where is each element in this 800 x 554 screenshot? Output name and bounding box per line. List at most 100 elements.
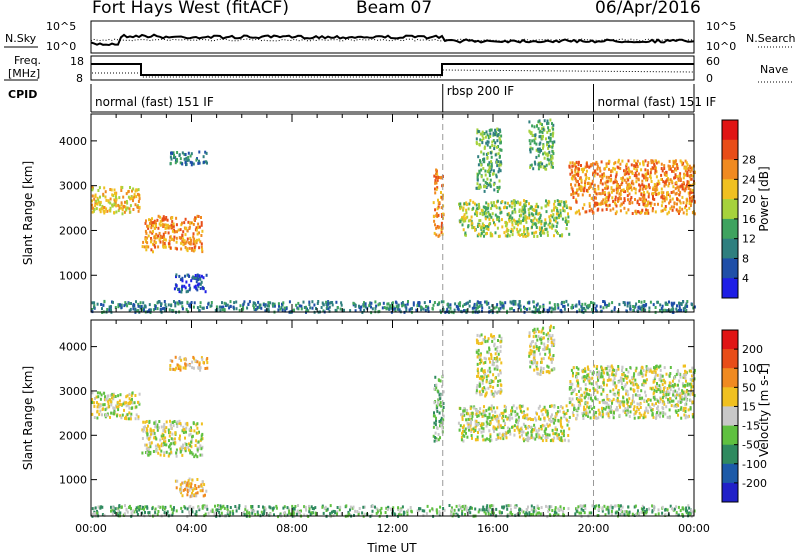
echo-cell: [190, 163, 193, 167]
echo-cell: [513, 428, 516, 432]
echo-cell: [528, 351, 531, 355]
echo-cell: [461, 426, 464, 429]
echo-cell: [488, 366, 491, 370]
echo-cell: [554, 426, 557, 430]
echo-cell: [560, 438, 563, 442]
echo-cell: [691, 190, 694, 194]
echo-cell: [518, 221, 521, 225]
echo-cell: [565, 227, 568, 231]
echo-cell: [641, 383, 644, 387]
echo-cell: [663, 164, 666, 168]
echo-cell: [591, 407, 593, 411]
echo-cell: [156, 307, 159, 311]
echo-cell: [548, 306, 551, 310]
echo-cell: [195, 228, 198, 232]
echo-cell: [529, 365, 532, 369]
echo-cell: [163, 453, 166, 457]
echo-cell: [498, 185, 501, 189]
echo-cell: [508, 216, 511, 219]
echo-cell: [487, 337, 490, 341]
echo-cell: [387, 307, 390, 311]
echo-cell: [665, 182, 667, 186]
echo-cell: [483, 189, 486, 193]
echo-cell: [177, 367, 180, 370]
echo-cell: [114, 202, 117, 206]
echo-cell: [511, 409, 514, 413]
echo-cell: [596, 162, 599, 166]
echo-cell: [527, 417, 529, 421]
echo-cell: [105, 413, 107, 417]
echo-cell: [197, 440, 200, 444]
echo-cell: [677, 210, 680, 213]
echo-cell: [179, 278, 182, 282]
echo-cell: [555, 216, 558, 220]
echo-cell: [169, 367, 172, 371]
echo-cell: [507, 229, 510, 232]
echo-cell: [685, 399, 688, 402]
echo-cell: [442, 418, 445, 422]
echo-cell: [685, 161, 688, 165]
echo-cell: [612, 397, 615, 401]
echo-cell: [609, 208, 612, 212]
echo-cell: [437, 234, 440, 238]
echo-cell: [433, 439, 436, 443]
echo-cell: [478, 223, 481, 227]
echo-cell: [381, 306, 384, 310]
echo-cell: [436, 426, 439, 430]
echo-cell: [152, 250, 154, 254]
echo-cell: [494, 390, 497, 394]
echo-cell: [183, 221, 186, 225]
echo-cell: [494, 204, 497, 208]
echo-cell: [682, 373, 685, 377]
echo-cell: [106, 308, 109, 311]
echo-cell: [491, 339, 494, 343]
echo-cell: [164, 430, 167, 434]
echo-cell: [142, 429, 145, 433]
echo-cell: [666, 389, 669, 393]
echo-cell: [478, 205, 481, 209]
echo-cell: [331, 301, 334, 304]
echo-cell: [652, 392, 655, 396]
echo-cell: [528, 436, 531, 440]
echo-cell: [489, 435, 492, 439]
echo-cell: [619, 209, 622, 213]
echo-cell: [517, 421, 520, 425]
echo-cell: [545, 163, 548, 167]
echo-cell: [601, 406, 603, 410]
echo-cell: [535, 202, 538, 206]
echo-cell: [200, 223, 203, 227]
echo-cell: [181, 234, 184, 237]
echo-cell: [186, 229, 189, 233]
echo-cell: [501, 416, 504, 420]
echo-cell: [599, 181, 602, 185]
echo-cell: [200, 422, 203, 426]
echo-cell: [539, 165, 542, 169]
echo-cell: [609, 365, 612, 369]
echo-cell: [684, 376, 687, 380]
echo-cell: [178, 236, 181, 240]
echo-cell: [553, 206, 556, 210]
echo-cell: [475, 350, 478, 354]
echo-cell: [221, 308, 224, 312]
echo-cell: [644, 168, 647, 172]
echo-cell: [509, 300, 512, 304]
echo-cell: [103, 299, 106, 303]
echo-cell: [171, 359, 174, 363]
echo-cell: [553, 303, 556, 307]
echo-cell: [200, 242, 203, 246]
echo-cell: [538, 135, 541, 139]
echo-cell: [678, 393, 681, 397]
echo-cell: [627, 178, 630, 182]
echo-cell: [481, 139, 484, 142]
echo-cell: [656, 411, 658, 415]
echo-cell: [145, 245, 148, 249]
echo-cell: [587, 306, 590, 310]
echo-cell: [97, 198, 100, 202]
echo-cell: [153, 239, 156, 243]
echo-cell: [491, 363, 494, 367]
echo-cell: [552, 131, 555, 135]
echo-cell: [498, 219, 501, 223]
echo-cell: [681, 183, 684, 187]
echo-cell: [475, 306, 478, 310]
echo-cell: [480, 304, 483, 307]
